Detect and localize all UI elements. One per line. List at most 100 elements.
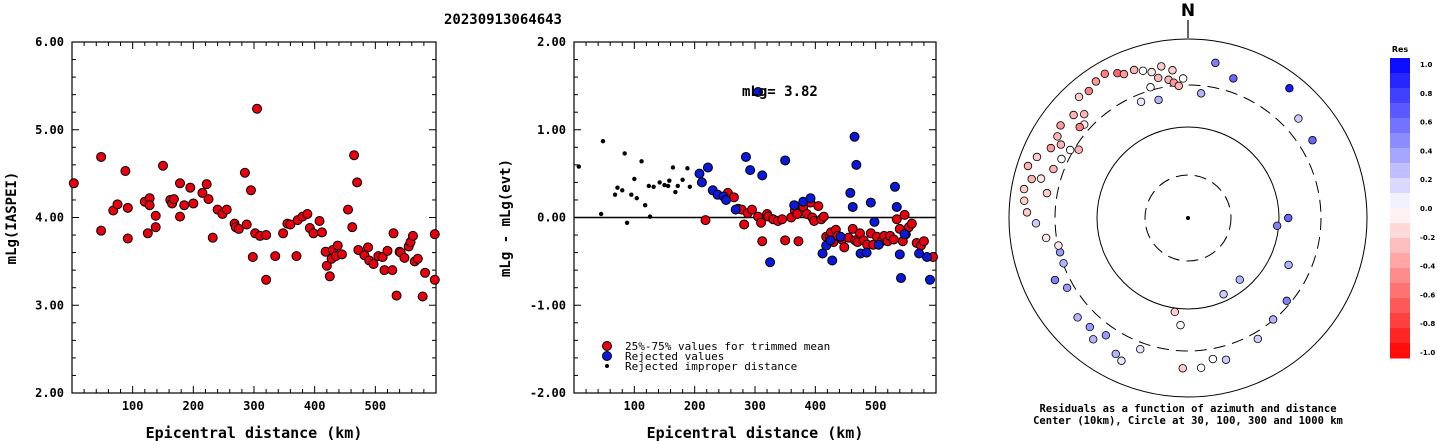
colorbar-cell [1390, 178, 1410, 194]
residual-colorbar: Res 1.0 0.8 0.6 0.4 0.2 0.0 -0.2 -0.4 -0.6 -0.8 -1… [1390, 45, 1435, 359]
legend-red-label: 25%-75% values for trimmed mean [625, 340, 830, 353]
station-residual-point [1174, 81, 1183, 91]
trimmed-mean-point [839, 242, 850, 253]
colorbar-tick-label: -0.2 [1420, 234, 1435, 242]
trimmed-mean-point [746, 204, 757, 215]
station-residual-point [1272, 221, 1282, 231]
station-residual-point [1091, 77, 1101, 86]
colorbar-tick-label: 0.0 [1420, 205, 1433, 213]
trimmed-mean-point [792, 208, 803, 219]
station-residual-point [1065, 145, 1075, 155]
left-plot-frame [71, 41, 437, 394]
data-point [336, 249, 347, 260]
station-residual-point [1284, 213, 1293, 223]
trimmed-mean-point [700, 215, 711, 226]
legend-blue-marker [602, 351, 612, 361]
colorbar-cell [1390, 103, 1410, 119]
data-point [314, 216, 325, 227]
station-residual-point [1056, 121, 1065, 130]
rejected-distance-point [632, 176, 637, 182]
station-residual-point [1157, 62, 1166, 71]
station-residual-point [1053, 132, 1062, 141]
data-point [252, 103, 263, 114]
center-marker [1186, 216, 1190, 220]
colorbar-cell [1390, 343, 1410, 359]
station-residual-point [1196, 89, 1206, 98]
colorbar-cell [1390, 238, 1410, 254]
x-tick-label: 500 [364, 399, 386, 413]
data-point [185, 182, 196, 193]
station-residual-point [1219, 290, 1228, 299]
rejected-value-point [730, 204, 741, 215]
data-point [247, 251, 258, 262]
data-point [332, 240, 343, 251]
x-tick-label: 500 [865, 399, 887, 413]
data-point [352, 177, 363, 188]
data-point [112, 199, 123, 210]
station-residual-point [1085, 322, 1094, 332]
station-residual-point [1080, 110, 1089, 119]
trimmed-mean-point [777, 214, 788, 225]
circle-300km [1054, 84, 1322, 352]
station-residual-point [1036, 174, 1046, 183]
colorbar-tick-label: -0.6 [1420, 291, 1435, 299]
data-point [233, 223, 244, 234]
rejected-distance-point [651, 184, 656, 189]
station-residual-point [1059, 259, 1068, 268]
rejected-value-point [873, 239, 884, 250]
colorbar-cell [1390, 328, 1410, 344]
rejected-distance-point [634, 195, 639, 201]
rejected-distance-point [612, 192, 618, 197]
x-tick-label: 300 [744, 399, 766, 413]
mid-y-axis-label: mLg - mLg(evt) [498, 159, 514, 277]
trimmed-mean-point [847, 223, 858, 234]
colorbar-cell [1390, 253, 1410, 269]
colorbar-cell [1390, 118, 1410, 134]
mid-y-tick-labels: -2.00 -1.00 0.00 1.00 2.00 [530, 35, 936, 400]
station-residual-point [1022, 208, 1032, 217]
colorbar-cell [1390, 163, 1410, 179]
colorbar-cell [1390, 283, 1410, 299]
station-residual-point [1284, 260, 1293, 270]
colorbar-tick-label: 0.2 [1420, 176, 1433, 184]
mlg-annotation: mLg= 3.82 [742, 84, 818, 100]
rejected-value-point [894, 249, 905, 260]
station-residual-point [1253, 334, 1263, 344]
legend-black-label: Rejected improper distance [625, 360, 797, 373]
y-tick-label: 1.00 [537, 123, 566, 137]
trimmed-mean-point [918, 236, 929, 247]
rejected-distance-point [680, 177, 685, 182]
circle-100km [1096, 126, 1280, 310]
legend-blue-label: Rejected values [625, 350, 724, 363]
trimmed-mean-point [757, 236, 768, 247]
rejected-distance-point [629, 192, 634, 197]
station-residual-point [1023, 161, 1033, 171]
rejected-value-point [825, 235, 836, 246]
station-residual-point [1056, 140, 1066, 149]
y-tick-label: 0.00 [537, 211, 566, 225]
station-residual-point [1101, 331, 1111, 340]
y-tick-label: 6.00 [35, 35, 64, 49]
colorbar-tick-label: 1.0 [1420, 61, 1433, 69]
data-point [429, 274, 440, 285]
rejected-value-point [851, 159, 862, 170]
data-point [120, 165, 131, 176]
data-point [324, 271, 335, 282]
rejected-distance-point [620, 188, 625, 193]
data-point [399, 252, 410, 263]
station-residual-point [1221, 355, 1231, 364]
data-point [197, 187, 208, 198]
data-point [201, 179, 212, 190]
legend-black-marker [605, 364, 609, 368]
station-residual-point [1285, 84, 1294, 93]
rejected-distance-point [647, 214, 653, 219]
data-point [302, 208, 313, 219]
station-residual-point [1154, 73, 1163, 83]
polar-caption-line1: Residuals as a function of azimuth and d… [1039, 403, 1336, 415]
legend-red-marker [602, 341, 612, 351]
trimmed-mean-point [793, 236, 804, 247]
data-point [203, 194, 214, 205]
rejected-value-point [780, 155, 791, 166]
data-point [144, 200, 155, 211]
colorbar-cell [1390, 133, 1410, 149]
